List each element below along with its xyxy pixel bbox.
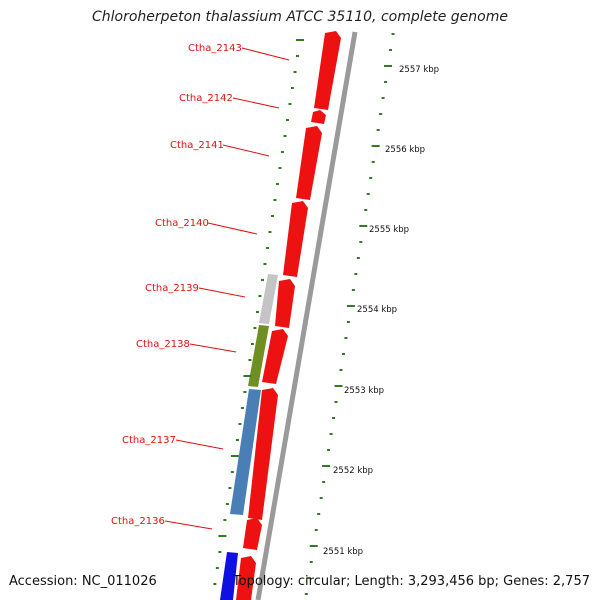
gene-forward-2136 <box>243 518 262 550</box>
gene-forward-2135 <box>236 556 256 600</box>
gene-label: Ctha_2137 <box>122 435 176 446</box>
scale-label: 2555 kbp <box>369 225 409 235</box>
gene-label: Ctha_2138 <box>136 339 190 350</box>
gene-leader-line <box>198 287 246 298</box>
genome-backbone <box>255 31 358 600</box>
scale-label-track: 2557 kbp 2556 kbp 2555 kbp 2554 kbp 2553 kbp… <box>323 65 439 557</box>
scale-label: 2554 kbp <box>357 305 397 315</box>
gene-label: Ctha_2136 <box>111 516 165 527</box>
scale-label: 2553 kbp <box>344 386 384 396</box>
gene-gray <box>259 274 278 324</box>
gene-leader-line <box>189 343 237 353</box>
gene-forward-2141 <box>296 126 322 200</box>
gene-label: Ctha_2141 <box>170 140 224 151</box>
gene-label: Ctha_2139 <box>145 283 199 294</box>
gene-forward-2139 <box>275 279 295 328</box>
topology-text: Topology: circular; Length: 3,293,456 bp… <box>232 574 590 589</box>
inner-tick-track <box>213 39 304 585</box>
gene-leader-line <box>241 47 290 61</box>
genome-title: Chloroherpeton thalassium ATCC 35110, co… <box>92 9 508 25</box>
scale-label: 2557 kbp <box>399 65 439 75</box>
gene-forward-2138 <box>262 329 288 384</box>
gene-forward-2137 <box>248 388 278 520</box>
gene-steel <box>230 389 261 515</box>
gene-leader-line <box>207 222 258 235</box>
gene-blue <box>220 552 238 600</box>
gene-forward-2140 <box>283 201 308 277</box>
gene-label: Ctha_2140 <box>155 218 209 229</box>
scale-label: 2552 kbp <box>333 466 373 476</box>
gene-label: Ctha_2143 <box>188 43 242 54</box>
scale-label: 2556 kbp <box>385 145 425 155</box>
accession-text: Accession: NC_011026 <box>9 574 157 589</box>
scale-label: 2551 kbp <box>323 547 363 557</box>
gene-olive <box>248 325 269 387</box>
gene-forward-2142 <box>311 110 326 124</box>
outer-tick-track <box>304 33 395 595</box>
gene-leader-line <box>164 520 213 530</box>
gene-forward-2143 <box>314 31 341 110</box>
gene-leader-line <box>232 97 280 109</box>
gene-leader-line <box>175 439 224 450</box>
gene-label: Ctha_2142 <box>179 93 233 104</box>
gene-label-track: Ctha_2143 Ctha_2142 Ctha_2141 Ctha_2140 Ctha… <box>111 43 290 530</box>
gene-leader-line <box>222 144 270 157</box>
